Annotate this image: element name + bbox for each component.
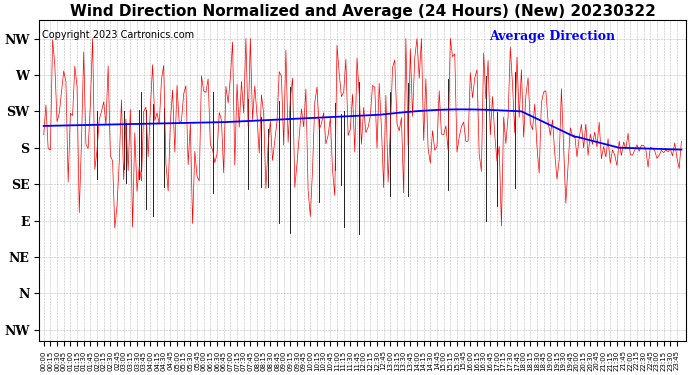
Title: Wind Direction Normalized and Average (24 Hours) (New) 20230322: Wind Direction Normalized and Average (2… bbox=[70, 4, 656, 19]
Text: Copyright 2023 Cartronics.com: Copyright 2023 Cartronics.com bbox=[43, 30, 195, 40]
Text: Average Direction: Average Direction bbox=[489, 30, 615, 43]
